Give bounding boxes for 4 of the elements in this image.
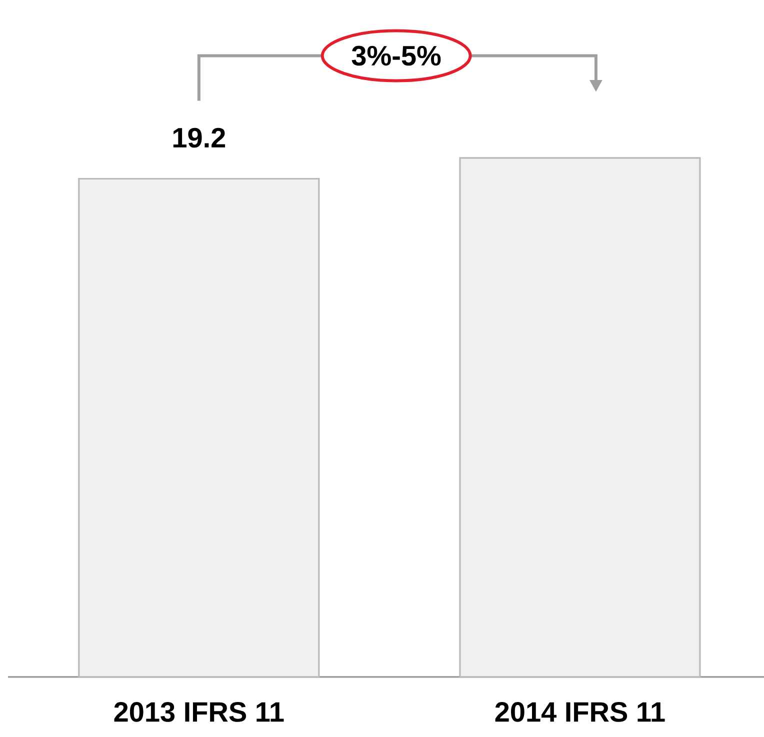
x-tick-label: 2013 IFRS 11 xyxy=(114,702,284,722)
data-label: 19.2 xyxy=(173,128,226,148)
x-tick-label: 2014 IFRS 11 xyxy=(495,702,665,722)
text: 3%-5% xyxy=(352,46,441,66)
